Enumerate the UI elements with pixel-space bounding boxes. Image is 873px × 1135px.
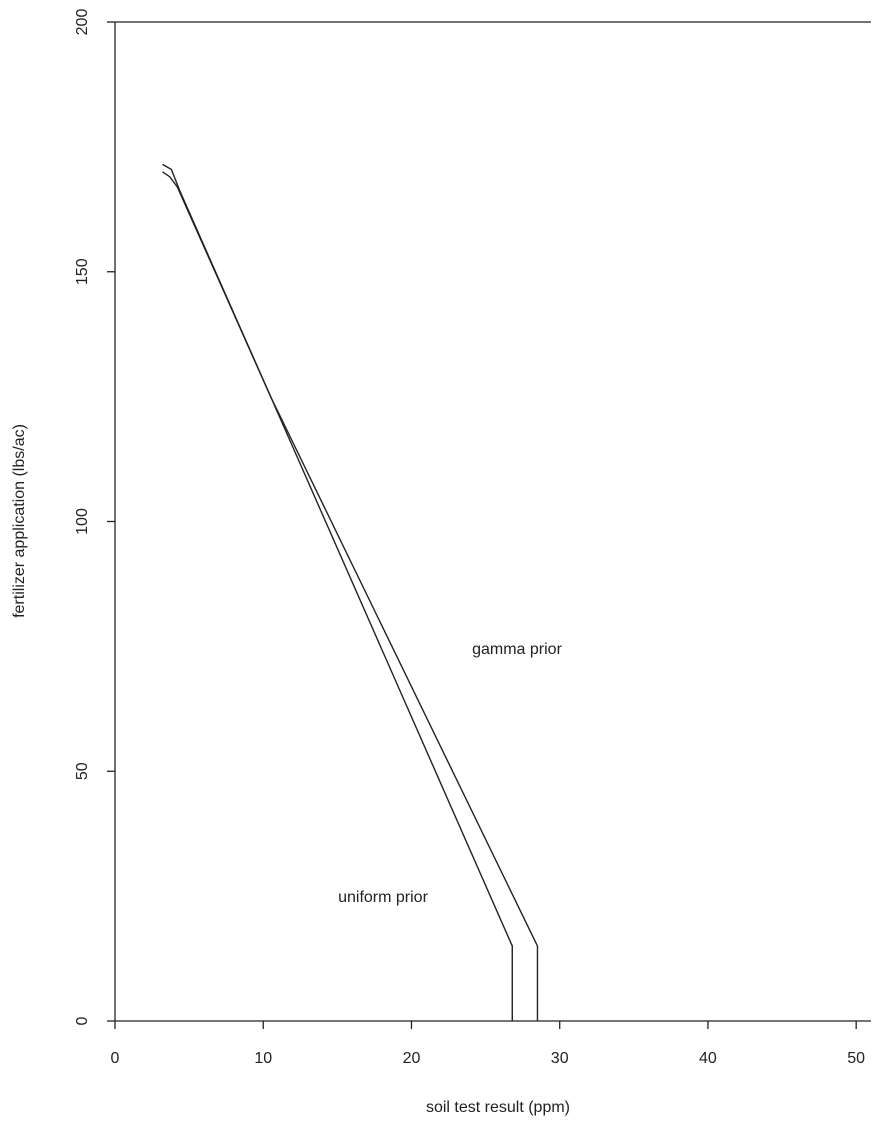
y-tick-label: 0	[74, 1016, 91, 1025]
x-tick-label: 40	[699, 1050, 717, 1067]
y-tick-label: 150	[74, 258, 91, 285]
x-tick-label: 10	[254, 1050, 272, 1067]
x-tick-label: 20	[403, 1050, 421, 1067]
y-tick-label: 100	[74, 508, 91, 535]
y-tick-label: 50	[74, 762, 91, 780]
x-tick-label: 0	[111, 1050, 120, 1067]
annotation: uniform prior	[338, 889, 428, 906]
x-tick-label: 50	[847, 1050, 865, 1067]
y-axis-label: fertilizer application (lbs/ac)	[11, 424, 28, 618]
y-tick-label: 200	[74, 9, 91, 36]
x-axis-label: soil test result (ppm)	[426, 1099, 570, 1116]
series-line	[162, 163, 539, 1021]
x-tick-label: 30	[551, 1050, 569, 1067]
annotation: gamma prior	[472, 641, 562, 658]
